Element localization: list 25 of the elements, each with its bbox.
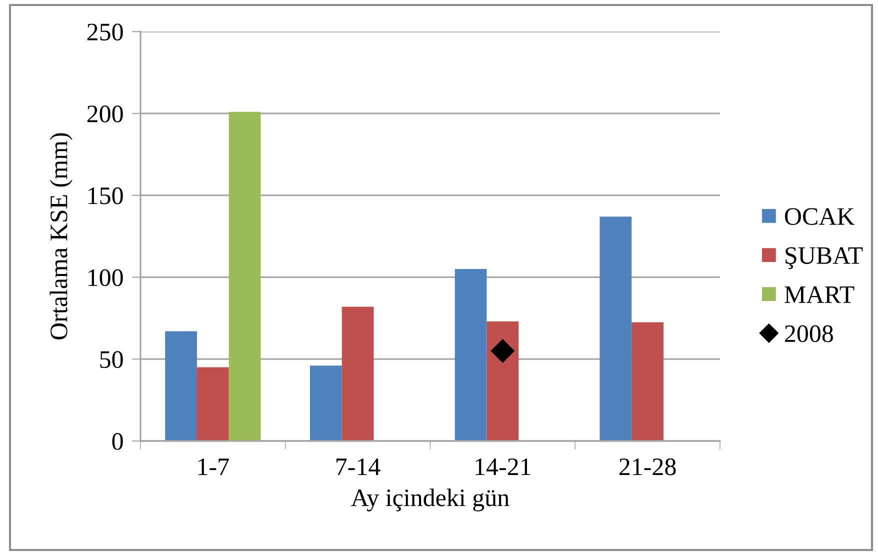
legend-label: MART — [784, 286, 854, 303]
y-axis-title: Ortalama KSE (mm) — [50, 133, 72, 340]
x-tick-label: 1-7 — [198, 458, 229, 475]
y-tick-label: 0 — [112, 433, 123, 450]
legend-label: OCAK — [784, 208, 855, 225]
bar — [454, 269, 487, 441]
y-tick-label: 100 — [88, 269, 123, 286]
bar — [600, 216, 632, 441]
x-axis-title: Ay içindeki gün — [351, 488, 510, 512]
bar — [165, 331, 197, 441]
x-tick-label: 21-28 — [619, 458, 676, 476]
bar — [228, 112, 261, 441]
y-tick-label: 50 — [100, 351, 123, 368]
bar — [486, 321, 519, 441]
y-tick-label: 250 — [87, 24, 123, 40]
legend-label: 2008 — [785, 325, 833, 342]
y-tick-label: 150 — [88, 187, 123, 204]
x-tick-label: 14-21 — [476, 458, 530, 475]
bar — [632, 322, 664, 441]
y-tick-label: 200 — [87, 106, 123, 122]
bar — [310, 366, 342, 441]
bar — [342, 306, 374, 441]
x-tick-label: 7-14 — [336, 458, 380, 475]
bar — [196, 367, 229, 441]
legend-label: ŞUBAT — [786, 247, 863, 270]
